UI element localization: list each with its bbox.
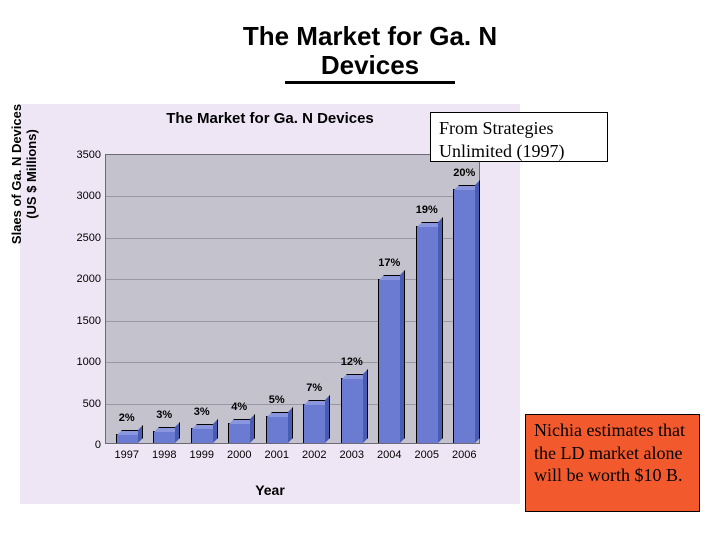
bar-value-label: 3% (182, 406, 222, 418)
bar-value-label: 2% (107, 412, 147, 424)
bar-value-label: 19% (407, 204, 447, 216)
bar (116, 434, 138, 443)
slide: { "slide": { "title_line1": "The Market … (0, 0, 720, 540)
page-title: The Market for Ga. N Devices (190, 22, 550, 84)
bar (153, 431, 175, 443)
y-tick-label: 0 (63, 439, 101, 451)
bar-value-label: 17% (369, 257, 409, 269)
bar (228, 423, 250, 443)
callout-source: From Strategies Unlimited (1997) (430, 112, 608, 162)
y-tick-label: 3500 (63, 149, 101, 161)
title-underline (285, 81, 455, 84)
bar (266, 416, 288, 443)
bar (378, 279, 400, 443)
bar-value-label: 20% (444, 167, 484, 179)
y-tick-label: 500 (63, 398, 101, 410)
y-tick-label: 2000 (63, 273, 101, 285)
bar-value-label: 4% (219, 401, 259, 413)
bar (191, 428, 213, 443)
x-tick-label: 2004 (369, 449, 409, 461)
callout-source-text: From Strategies Unlimited (1997) (439, 118, 564, 161)
x-tick-label: 1999 (182, 449, 222, 461)
bar-value-label: 7% (294, 382, 334, 394)
y-tick-label: 1500 (63, 315, 101, 327)
title-line-1: The Market for Ga. N (243, 21, 497, 51)
y-tick-label: 3000 (63, 190, 101, 202)
y-tick-label: 2500 (63, 232, 101, 244)
chart-panel: The Market for Ga. N Devices Slaes of Ga… (20, 104, 520, 504)
x-tick-label: 2002 (294, 449, 334, 461)
x-tick-label: 2003 (332, 449, 372, 461)
y-axis-label: Slaes of Ga. N Devices (US $ Millions) (9, 44, 39, 304)
chart-plot-area: 05001000150020002500300035002%19973%1998… (105, 154, 480, 444)
x-tick-label: 2001 (257, 449, 297, 461)
bar (416, 226, 438, 443)
x-tick-label: 1997 (107, 449, 147, 461)
x-tick-label: 2000 (219, 449, 259, 461)
bar (303, 404, 325, 443)
x-tick-label: 1998 (144, 449, 184, 461)
gridline (106, 196, 479, 197)
bar-value-label: 12% (332, 356, 372, 368)
bar-value-label: 5% (257, 394, 297, 406)
title-line-2: Devices (321, 50, 419, 80)
x-axis-label: Year (20, 482, 520, 498)
bar-value-label: 3% (144, 409, 184, 421)
y-tick-label: 1000 (63, 356, 101, 368)
callout-nichia: Nichia estimates that the LD market alon… (525, 414, 700, 512)
bar (341, 378, 363, 443)
bar (453, 189, 475, 443)
x-tick-label: 2006 (444, 449, 484, 461)
callout-nichia-text: Nichia estimates that the LD market alon… (534, 420, 685, 485)
x-tick-label: 2005 (407, 449, 447, 461)
